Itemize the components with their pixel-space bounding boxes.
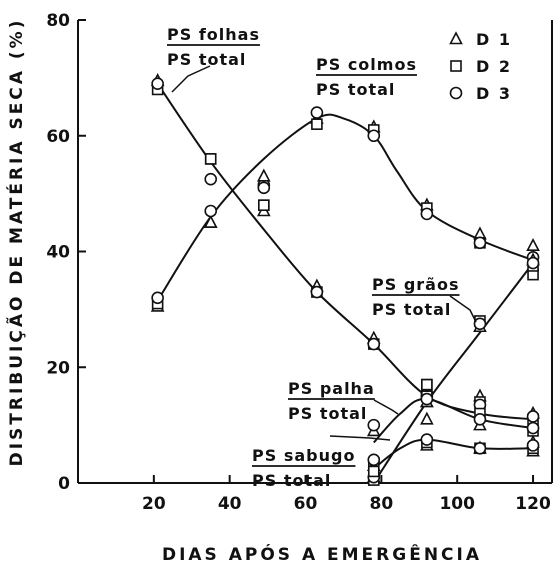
annotation-denominator: PS total (252, 471, 331, 490)
data-point-d3 (528, 258, 539, 269)
y-tick-label: 60 (46, 127, 70, 147)
legend-marker-2 (451, 61, 461, 71)
data-point-d3 (368, 130, 379, 141)
annotation-denominator: PS total (167, 50, 246, 69)
annotation-denominator: PS total (316, 80, 395, 99)
annotation-numerator: PS grãos (372, 275, 459, 294)
data-point-d2 (259, 200, 269, 210)
data-points (152, 75, 538, 485)
legend-label: D 3 (476, 84, 512, 103)
fitted-curve-5 (374, 440, 533, 469)
data-point-d3 (368, 339, 379, 350)
legend-label: D 2 (476, 57, 512, 76)
annotation-leader (330, 436, 390, 440)
data-point-d2 (312, 119, 322, 129)
x-tick-label: 120 (515, 494, 551, 514)
annotation-leader (172, 66, 210, 92)
data-point-d3 (474, 318, 485, 329)
x-axis-label: DIAS APÓS A EMERGÊNCIA (162, 543, 482, 565)
data-point-d3 (311, 107, 322, 118)
data-point-d3 (528, 411, 539, 422)
x-tick-label: 60 (294, 494, 318, 514)
data-point-d3 (205, 205, 216, 216)
data-point-d3 (368, 420, 379, 431)
data-point-d3 (421, 394, 432, 405)
legend-marker-1 (451, 33, 462, 44)
annotation-numerator: PS palha (288, 379, 375, 398)
data-point-d3 (152, 78, 163, 89)
legend-marker-3 (451, 88, 462, 99)
data-point-d3 (421, 434, 432, 445)
data-point-d3 (421, 208, 432, 219)
x-tick-label: 80 (370, 494, 394, 514)
data-point-d2 (206, 154, 216, 164)
data-point-d2 (422, 380, 432, 390)
data-point-d1 (421, 413, 432, 424)
annotation-leader (374, 400, 398, 414)
x-tick-label: 100 (439, 494, 475, 514)
y-axis-label: DISTRIBUIÇÃO DE MATÉRIA SECA (%) (4, 18, 27, 467)
data-point-d3 (528, 440, 539, 451)
legend-label: D 1 (476, 30, 512, 49)
data-point-d3 (474, 443, 485, 454)
data-point-d3 (368, 454, 379, 465)
annotation-leader (450, 296, 476, 322)
data-point-d3 (528, 423, 539, 434)
data-point-d3 (152, 292, 163, 303)
data-point-d3 (311, 287, 322, 298)
data-point-d3 (474, 237, 485, 248)
y-tick-label: 0 (58, 474, 70, 494)
annotation-numerator: PS sabugo (252, 446, 355, 465)
annotation-denominator: PS total (288, 404, 367, 423)
fitted-curve-1 (158, 84, 533, 420)
legend: D 1 D 2 D 3 (451, 30, 512, 103)
fitted-curve-4 (374, 399, 533, 442)
data-point-d2 (369, 466, 379, 476)
y-tick-label: 80 (46, 11, 70, 31)
annotation-numerator: PS colmos (316, 55, 417, 74)
x-tick-label: 20 (142, 494, 166, 514)
annotation-denominator: PS total (372, 300, 451, 319)
y-tick-label: 40 (46, 243, 70, 263)
y-tick-label: 20 (46, 358, 70, 378)
data-point-d3 (258, 182, 269, 193)
data-point-d3 (474, 414, 485, 425)
data-point-d3 (205, 174, 216, 185)
x-tick-label: 40 (218, 494, 242, 514)
annotation-numerator: PS folhas (167, 25, 260, 44)
data-point-d1 (528, 240, 539, 251)
data-point-d1 (258, 170, 269, 181)
